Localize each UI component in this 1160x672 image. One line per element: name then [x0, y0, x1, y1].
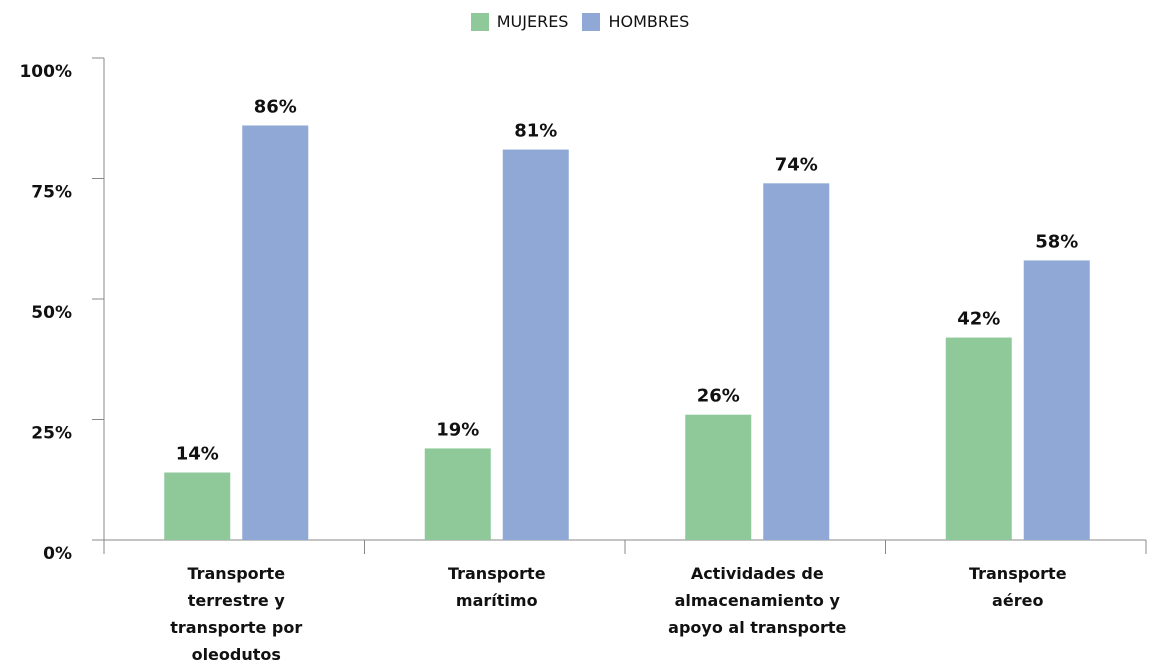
data-label: 42%	[957, 309, 1000, 330]
data-label: 86%	[254, 96, 297, 117]
data-label: 58%	[1035, 231, 1078, 252]
category-label-line: Actividades de	[690, 564, 824, 583]
bar-mujeres-1	[424, 448, 491, 540]
bar-mujeres-2	[685, 414, 752, 540]
bar-hombres-2	[763, 183, 830, 540]
category-label-line: Transporte	[187, 564, 286, 583]
category-label: Transporte terrestre y transporte por oleod…	[136, 560, 336, 668]
bar-hombres-1	[502, 149, 569, 540]
category-label: Transporte aéreo	[918, 560, 1118, 614]
legend-item-mujeres: MUJERES	[470, 12, 569, 31]
y-tick-label: 100%	[19, 62, 72, 82]
category-label-line: apoyo al transporte	[668, 618, 847, 637]
category-label: Transporte marítimo	[397, 560, 597, 614]
legend-item-hombres: HOMBRES	[582, 12, 689, 31]
data-label: 74%	[775, 154, 818, 175]
bar-hombres-0	[242, 125, 309, 540]
category-label-line: Transporte	[447, 564, 546, 583]
category-label: Actividades de almacenamiento y apoyo al t…	[657, 560, 857, 641]
bar-mujeres-3	[945, 337, 1012, 540]
category-label-line: aéreo	[992, 591, 1044, 610]
legend-label-hombres: HOMBRES	[608, 12, 690, 31]
data-label: 81%	[514, 121, 557, 142]
y-tick-label: 25%	[31, 424, 72, 444]
category-label-line: Transporte	[968, 564, 1067, 583]
y-tick-label: 50%	[31, 303, 72, 323]
category-label-line: oleodutos	[191, 645, 281, 664]
category-label-line: marítimo	[455, 591, 538, 610]
legend-swatch-mujeres	[470, 12, 489, 31]
data-label: 19%	[436, 419, 479, 440]
data-label: 26%	[697, 386, 740, 407]
y-tick-label: 0%	[43, 544, 72, 564]
legend: MUJERES HOMBRES	[0, 12, 1160, 31]
y-tick-label: 75%	[31, 183, 72, 203]
bar-hombres-3	[1023, 260, 1090, 540]
category-label-line: terrestre y	[187, 591, 285, 610]
legend-label-mujeres: MUJERES	[496, 12, 569, 31]
bar-mujeres-0	[164, 472, 231, 540]
category-label-line: almacenamiento y	[674, 591, 840, 610]
data-label: 14%	[176, 444, 219, 465]
category-label-line: transporte por	[170, 618, 303, 637]
legend-swatch-hombres	[582, 12, 601, 31]
